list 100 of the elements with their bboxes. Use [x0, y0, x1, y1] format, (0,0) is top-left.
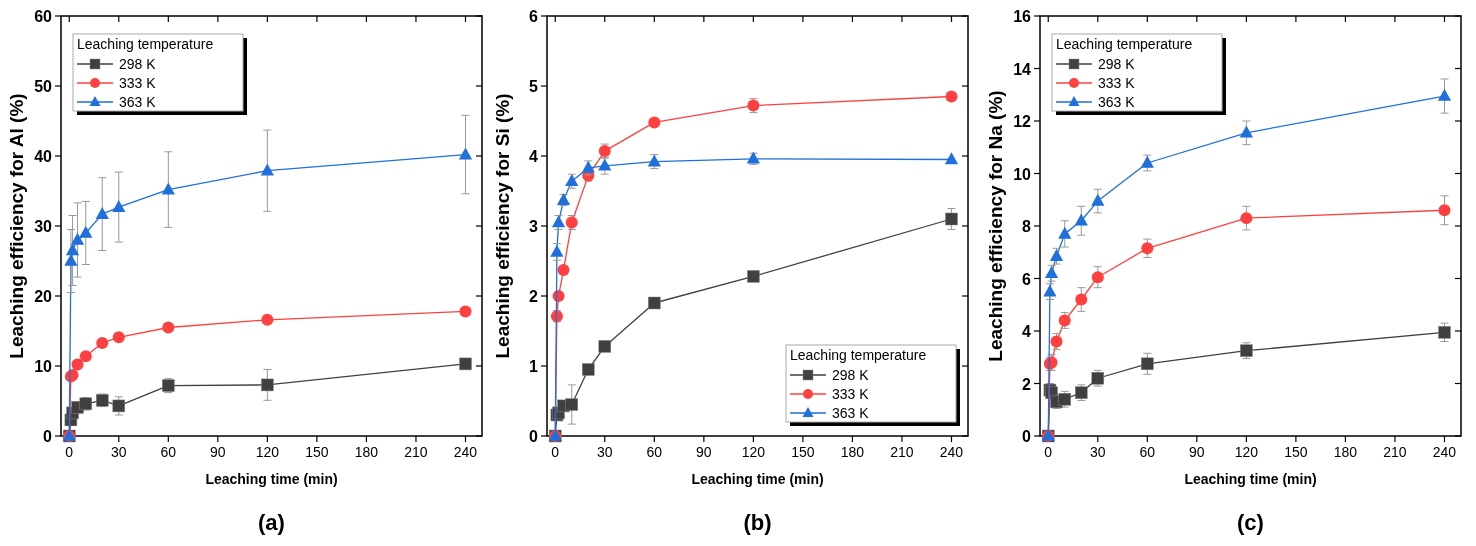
- x-tick-label: 30: [111, 444, 127, 460]
- point: [1141, 242, 1154, 255]
- x-axis-title: Leaching time (min): [1184, 471, 1317, 487]
- point: [71, 358, 84, 371]
- point: [459, 305, 472, 318]
- point: [648, 296, 661, 310]
- x-tick-label: 0: [65, 444, 74, 460]
- point: [459, 357, 472, 371]
- point: [565, 398, 579, 411]
- x-tick-label: 180: [840, 444, 865, 460]
- x-tick-label: 150: [1284, 444, 1308, 460]
- legend-label: 363 K: [119, 94, 157, 110]
- legend-label: 298 K: [119, 56, 157, 72]
- y-tick-label: 10: [1013, 165, 1032, 183]
- y-tick-label: 6: [1022, 270, 1032, 288]
- point: [1438, 326, 1451, 339]
- y-tick-label: 0: [529, 428, 539, 445]
- legend-label: 333 K: [832, 386, 870, 402]
- x-tick-label: 90: [210, 444, 226, 460]
- x-tick-label: 120: [255, 444, 280, 460]
- point: [598, 158, 612, 171]
- y-axis-title: Leaching efficiency for Na (%): [985, 90, 1006, 362]
- y-axis-title: Leaching efficiency for Al (%): [6, 93, 27, 359]
- point: [261, 378, 274, 392]
- legend-label: 363 K: [1098, 94, 1136, 110]
- legend-title: Leaching temperature: [790, 347, 927, 363]
- point: [70, 232, 85, 245]
- y-axis-title: Leaching efficiency for Si (%): [492, 93, 513, 359]
- point: [945, 212, 958, 226]
- y-tick-label: 10: [34, 358, 53, 375]
- point: [261, 313, 274, 326]
- x-tick-label: 60: [646, 444, 663, 460]
- point: [1437, 88, 1452, 101]
- y-tick-label: 40: [34, 148, 53, 165]
- point: [944, 152, 959, 165]
- x-tick-label: 60: [160, 444, 177, 460]
- x-tick-label: 60: [1139, 444, 1156, 460]
- x-tick-label: 240: [453, 444, 478, 460]
- point: [162, 321, 175, 334]
- y-tick-label: 16: [1013, 8, 1032, 25]
- y-tick-label: 0: [43, 428, 53, 445]
- x-tick-label: 210: [1383, 444, 1407, 460]
- x-axis-title: Leaching time (min): [205, 471, 338, 487]
- x-tick-label: 90: [1189, 444, 1205, 460]
- point: [1075, 293, 1088, 306]
- point: [1239, 125, 1253, 138]
- legend-label: 333 K: [1098, 75, 1136, 91]
- x-tick-label: 240: [1432, 444, 1457, 460]
- point: [747, 270, 760, 283]
- y-tick-label: 20: [34, 288, 53, 305]
- x-tick-label: 0: [551, 444, 560, 460]
- text: (b): [743, 510, 772, 535]
- text: (c): [1237, 510, 1264, 535]
- y-tick-label: 12: [1013, 113, 1032, 130]
- y-tick-label: 30: [34, 218, 53, 235]
- y-tick-label: 5: [529, 78, 539, 95]
- point: [945, 90, 958, 103]
- y-tick-label: 3: [529, 218, 539, 235]
- y-tick-label: 4: [1022, 323, 1032, 340]
- point: [79, 350, 92, 363]
- point: [1438, 204, 1451, 217]
- x-tick-label: 30: [597, 444, 613, 460]
- x-tick-label: 210: [890, 444, 914, 460]
- x-tick-label: 180: [1333, 444, 1358, 460]
- x-tick-label: 120: [741, 444, 766, 460]
- y-tick-label: 4: [529, 148, 539, 165]
- x-tick-label: 150: [791, 444, 815, 460]
- point: [1091, 271, 1104, 284]
- point: [1240, 212, 1253, 225]
- y-tick-label: 2: [1022, 375, 1032, 393]
- point: [1058, 226, 1072, 239]
- point: [598, 340, 612, 353]
- y-tick-label: 14: [1013, 60, 1032, 78]
- point: [64, 253, 78, 266]
- point: [65, 243, 80, 256]
- point: [582, 363, 595, 376]
- point: [260, 163, 274, 176]
- legend-title: Leaching temperature: [1056, 36, 1193, 52]
- legend-label: 298 K: [832, 367, 870, 383]
- point: [557, 264, 570, 277]
- point: [112, 199, 126, 212]
- point: [96, 336, 109, 349]
- y-tick-label: 6: [529, 8, 539, 25]
- point: [79, 225, 93, 238]
- point: [161, 182, 175, 195]
- point: [1091, 193, 1105, 206]
- legend-title: Leaching temperature: [77, 36, 214, 52]
- y-tick-label: 60: [34, 8, 53, 25]
- y-tick-label: 50: [34, 78, 53, 95]
- legend-label: 363 K: [832, 405, 870, 421]
- point: [95, 206, 109, 219]
- point: [112, 331, 125, 344]
- x-tick-label: 210: [404, 444, 428, 460]
- x-tick-label: 0: [1044, 444, 1053, 460]
- x-tick-label: 30: [1090, 444, 1106, 460]
- point: [458, 147, 473, 160]
- text: (a): [258, 510, 285, 535]
- x-tick-label: 150: [305, 444, 329, 460]
- x-tick-label: 240: [939, 444, 964, 460]
- x-tick-label: 120: [1234, 444, 1259, 460]
